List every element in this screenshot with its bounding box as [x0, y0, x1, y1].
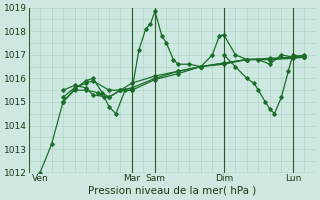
X-axis label: Pression niveau de la mer( hPa ): Pression niveau de la mer( hPa ): [88, 186, 256, 196]
